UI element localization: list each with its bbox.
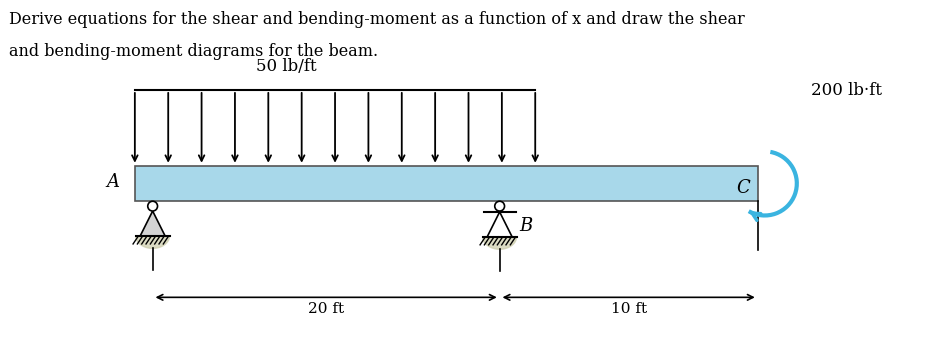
Polygon shape (140, 211, 165, 236)
Bar (135, 166, 757, 201)
Text: 10 ft: 10 ft (610, 302, 646, 316)
Text: and bending-moment diagrams for the beam.: and bending-moment diagrams for the beam… (9, 43, 378, 60)
Text: A: A (106, 173, 119, 191)
Polygon shape (482, 237, 516, 249)
Circle shape (494, 201, 504, 211)
Text: B: B (519, 217, 532, 235)
Text: C: C (736, 179, 750, 197)
Polygon shape (136, 236, 169, 248)
Text: 50 lb/ft: 50 lb/ft (256, 58, 316, 75)
Text: 20 ft: 20 ft (308, 302, 344, 316)
Text: Derive equations for the shear and bending-moment as a function of x and draw th: Derive equations for the shear and bendi… (9, 11, 744, 28)
Polygon shape (487, 212, 512, 237)
Circle shape (148, 201, 157, 211)
Text: 200 lb·ft: 200 lb·ft (811, 82, 881, 98)
